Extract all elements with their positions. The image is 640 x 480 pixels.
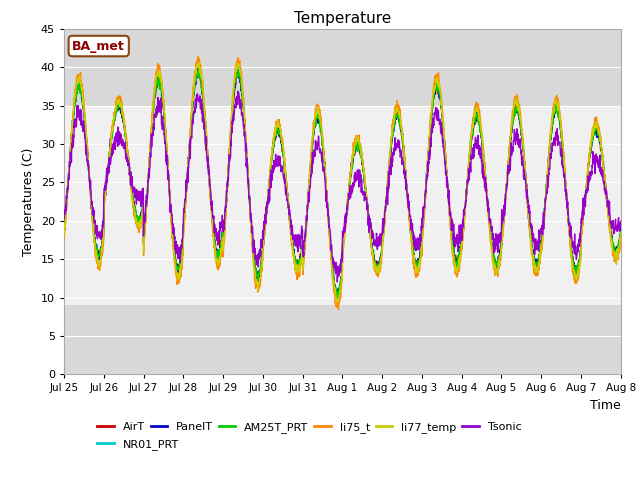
li77_temp [234,60,241,66]
AM25T_PRT [479,140,486,146]
NR01_PRT [60,230,68,236]
AM25T_PRT [333,294,341,300]
AM25T_PRT [617,229,625,235]
li77_temp [374,268,381,274]
AM25T_PRT [550,109,557,115]
li75_t [617,240,625,246]
PanelT [314,116,322,121]
li75_t [550,100,557,106]
AirT [60,224,68,230]
AirT [479,142,486,148]
NR01_PRT [314,111,322,117]
li77_temp [566,235,573,241]
PanelT [60,228,68,234]
Line: Tsonic: Tsonic [64,91,621,282]
PanelT [617,227,625,232]
NR01_PRT [617,228,625,234]
PanelT [334,293,342,299]
AirT [617,231,625,237]
NR01_PRT [617,232,625,238]
Line: AM25T_PRT: AM25T_PRT [64,69,621,297]
AirT [550,112,557,118]
Tsonic [60,207,68,213]
li75_t [335,307,342,312]
PanelT [479,143,486,148]
li75_t [314,103,322,109]
PanelT [566,230,573,236]
AirT [335,292,343,298]
X-axis label: Time: Time [590,399,621,412]
Tsonic [479,171,486,177]
li77_temp [550,110,557,116]
Line: AirT: AirT [64,68,621,295]
Title: Temperature: Temperature [294,11,391,26]
Line: PanelT: PanelT [64,69,621,296]
NR01_PRT [333,296,340,301]
PanelT [550,110,557,116]
NR01_PRT [235,63,243,69]
li77_temp [314,108,322,114]
Legend: NR01_PRT: NR01_PRT [97,439,179,450]
li77_temp [479,137,486,143]
Line: li77_temp: li77_temp [64,63,621,302]
li77_temp [617,229,625,235]
Line: li75_t: li75_t [64,56,621,310]
li75_t [374,268,381,274]
Tsonic [374,247,381,252]
NR01_PRT [374,262,381,268]
AM25T_PRT [314,115,322,121]
Tsonic [550,137,557,143]
Tsonic [234,88,242,94]
AM25T_PRT [617,231,625,237]
li77_temp [60,231,68,237]
AM25T_PRT [60,224,68,229]
li77_temp [617,234,625,240]
AirT [617,231,625,237]
Tsonic [566,220,573,226]
AM25T_PRT [566,235,573,241]
li77_temp [333,300,340,305]
Tsonic [314,138,322,144]
Y-axis label: Temperatures (C): Temperatures (C) [22,147,35,256]
AirT [374,263,381,268]
li75_t [566,237,573,243]
AirT [566,230,573,236]
Tsonic [617,220,625,226]
PanelT [374,263,381,268]
PanelT [617,231,625,237]
PanelT [194,66,202,72]
Line: NR01_PRT: NR01_PRT [64,66,621,299]
Tsonic [333,279,341,285]
li75_t [479,133,486,139]
AirT [314,113,322,119]
Bar [64,29,621,106]
NR01_PRT [479,142,486,148]
Tsonic [617,218,625,224]
NR01_PRT [550,110,557,116]
Text: BA_met: BA_met [72,39,125,52]
AirT [195,65,202,71]
AM25T_PRT [374,264,381,270]
AM25T_PRT [195,66,202,72]
Bar [64,305,621,374]
li75_t [60,236,68,241]
li75_t [617,236,625,241]
li75_t [195,53,202,59]
NR01_PRT [566,233,573,239]
